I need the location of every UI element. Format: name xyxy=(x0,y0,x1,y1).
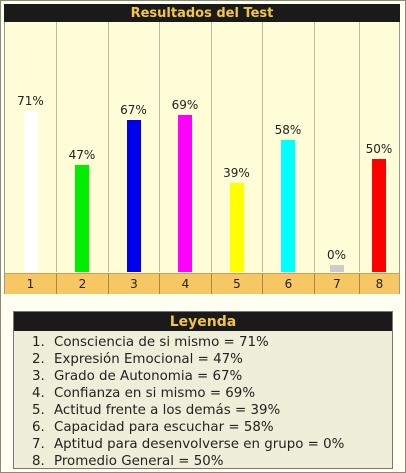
category-label: 6 xyxy=(262,273,314,294)
bar-value-label: 50% xyxy=(365,141,393,156)
legend-item-number: 2. xyxy=(32,352,45,367)
legend-item: 3. Grado de Autonomia = 67% xyxy=(32,368,392,385)
chart-column xyxy=(108,22,159,272)
legend-item: 2. Expresión Emocional = 47% xyxy=(32,351,392,368)
bar-8 xyxy=(372,158,386,272)
legend-item-text: Aptitud para desenvolverse en grupo = 0% xyxy=(54,437,345,452)
legend-item-text: Consciencia de si mismo = 71% xyxy=(54,335,269,350)
bar-4 xyxy=(178,115,192,272)
category-label: 2 xyxy=(56,273,108,294)
bar-value-label: 0% xyxy=(326,248,347,262)
chart-column xyxy=(56,22,108,272)
bar-7 xyxy=(329,265,344,272)
legend-item-number: 7. xyxy=(32,437,45,452)
bar-3 xyxy=(126,119,141,272)
legend-item-text: Promedio General = 50% xyxy=(54,454,224,469)
bar-6 xyxy=(281,140,295,272)
legend-item-number: 8. xyxy=(32,454,45,469)
legend-item-text: Confianza en si mismo = 69% xyxy=(54,386,256,401)
legend-item: 5. Actitud frente a los demás = 39% xyxy=(32,402,392,419)
legend-item-number: 1. xyxy=(32,335,45,350)
category-label: 5 xyxy=(211,273,262,294)
legend-list: 1. Consciencia de si mismo = 71% 2. Expresi… xyxy=(14,331,392,470)
chart-column xyxy=(314,22,359,272)
bar-value-label: 58% xyxy=(274,123,302,138)
legend-item-number: 4. xyxy=(32,386,45,401)
chart-column xyxy=(159,22,211,272)
legend-item: 1. Consciencia de si mismo = 71% xyxy=(32,334,392,351)
legend-item-text: Capacidad para escuchar = 58% xyxy=(54,420,274,435)
legend-item-text: Grado de Autonomia = 67% xyxy=(54,369,243,384)
category-label: 7 xyxy=(314,273,359,294)
legend-item: 8. Promedio General = 50% xyxy=(32,453,392,470)
bar-value-label: 71% xyxy=(17,93,44,108)
legend-item-text: Expresión Emocional = 47% xyxy=(54,352,243,367)
legend-item-number: 3. xyxy=(32,369,45,384)
bar-value-label: 69% xyxy=(171,98,199,113)
bar-value-label: 67% xyxy=(120,102,147,117)
legend-panel: Leyenda 1. Consciencia de si mismo = 71% 2… xyxy=(13,311,393,469)
bar-value-label: 47% xyxy=(68,148,96,163)
legend-item: 4. Confianza en si mismo = 69% xyxy=(32,385,392,402)
bar-value-label: 39% xyxy=(223,166,250,181)
category-label: 3 xyxy=(108,273,159,294)
category-label: 8 xyxy=(359,273,399,294)
chart-column xyxy=(211,22,262,272)
legend-item: 6. Capacidad para escuchar = 58% xyxy=(32,419,392,436)
bar-1 xyxy=(23,110,38,272)
legend-title: Leyenda xyxy=(14,312,392,331)
legend-item-number: 6. xyxy=(32,420,45,435)
legend-item: 7. Aptitud para desenvolverse en grupo = … xyxy=(32,436,392,453)
bar-chart: 71% 1 47% 2 67% 3 69% 4 39% 5 58% 6 0% 7 50% 8 xyxy=(4,22,400,294)
chart-title: Resultados del Test xyxy=(4,4,400,22)
legend-item-number: 5. xyxy=(32,403,45,418)
chart-column xyxy=(359,22,399,272)
category-label: 1 xyxy=(5,273,56,294)
legend-item-text: Actitud frente a los demás = 39% xyxy=(54,403,281,418)
category-label: 4 xyxy=(159,273,211,294)
bar-5 xyxy=(229,183,244,272)
bar-2 xyxy=(75,165,89,272)
chart-column xyxy=(262,22,314,272)
